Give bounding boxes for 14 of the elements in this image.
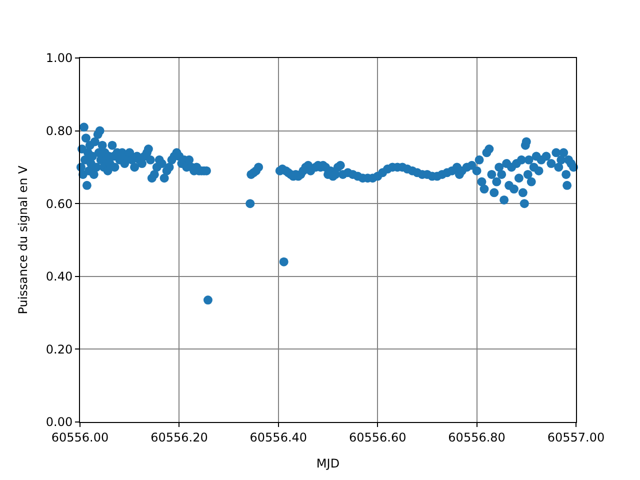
y-tick-label: 0.20 (46, 342, 73, 356)
x-tick-label: 60556.40 (250, 430, 308, 444)
y-tick-label: 0.60 (46, 196, 73, 211)
x-tick-label: 60556.80 (448, 430, 506, 444)
y-tick-label: 1.00 (46, 51, 73, 66)
y-tick-label: 0.80 (46, 124, 73, 138)
x-tick-label: 60556.20 (150, 430, 208, 444)
x-axis-title: MJD (316, 456, 340, 470)
y-tick-label: 0.40 (46, 270, 73, 284)
y-tick-label: 0.00 (46, 415, 73, 430)
x-tick-label: 60557.00 (547, 430, 605, 444)
x-tick-label: 60556.60 (348, 430, 406, 444)
y-axis-title: Puissance du signal en V (16, 164, 30, 314)
x-tick-label: 60556.00 (51, 430, 109, 444)
